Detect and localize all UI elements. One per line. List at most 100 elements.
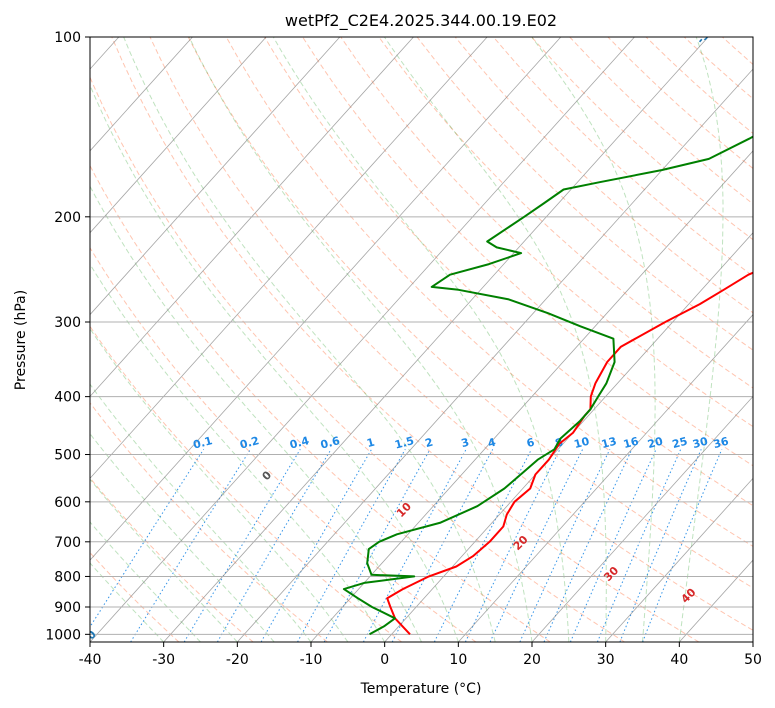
temperature-profile-line xyxy=(386,271,753,635)
moist-adiabat-line xyxy=(90,478,238,642)
moist-adiabat-line xyxy=(90,263,386,642)
dry-adiabat-line xyxy=(90,164,551,642)
mixing-ratio-line xyxy=(596,449,682,642)
dry-adiabat-line xyxy=(416,37,753,351)
dewpoint-profile-line xyxy=(342,135,753,636)
x-tick-label: 0 xyxy=(380,652,389,668)
isotherm-line xyxy=(531,395,753,642)
mixing-ratio-label: 2 xyxy=(424,436,435,451)
mixing-ratio-line xyxy=(362,449,467,642)
y-tick-label: 900 xyxy=(54,600,81,616)
y-tick-label: 700 xyxy=(54,535,81,551)
mixing-ratio-label: 6 xyxy=(525,436,536,451)
x-tick-label: -10 xyxy=(300,652,323,668)
dry-adiabat-line xyxy=(225,37,753,547)
x-tick-label: -40 xyxy=(79,652,102,668)
dry-adiabat-line xyxy=(111,37,700,642)
y-tick-label: 200 xyxy=(54,210,81,226)
moist-adiabat-label: 0 xyxy=(260,468,275,483)
moist-adiabat-line xyxy=(383,37,607,642)
isotherm-line xyxy=(90,37,562,561)
moist-adiabat-label: 40 xyxy=(679,585,699,605)
isotherm-line xyxy=(90,37,635,642)
mixing-ratio-line xyxy=(519,449,611,642)
mixing-ratio-label: 1 xyxy=(365,436,376,451)
axes: -40 -30 -20 -10 0 10 20 30 40 5010020030040050060… xyxy=(45,30,762,668)
mixing-ratio-label: 0.1 xyxy=(192,434,214,452)
moist-adiabat-label: 10 xyxy=(394,500,414,520)
moist-adiabat-label: 20 xyxy=(511,533,531,553)
y-tick-label: 600 xyxy=(54,495,81,511)
chart-title: wetPf2_C2E4.2025.344.00.19.E02 xyxy=(285,11,557,31)
dry-adiabat-line xyxy=(90,246,477,642)
mixing-ratio-line xyxy=(619,449,702,642)
mixing-ratio-line xyxy=(297,449,406,642)
isotherm-label: -30 xyxy=(694,23,717,47)
dry-adiabat-line xyxy=(90,75,625,642)
mixing-ratio-label: 10 xyxy=(573,435,591,452)
mixing-ratio-label: 16 xyxy=(622,435,640,452)
x-tick-label: 30 xyxy=(597,652,615,668)
y-tick-label: 400 xyxy=(54,390,81,406)
plot-frame xyxy=(89,36,754,643)
dry-adiabat-line xyxy=(454,37,753,314)
y-tick-label: 300 xyxy=(54,315,81,331)
x-tick-label: -20 xyxy=(226,652,249,668)
moist-adiabat-line xyxy=(531,37,656,642)
dry-adiabat-line xyxy=(645,37,753,135)
moist-adiabat-label: 30 xyxy=(601,564,621,584)
mixing-ratio-line xyxy=(260,449,373,642)
moist-adiabat-line xyxy=(90,383,312,642)
isotherm-label: -40 xyxy=(76,628,99,652)
moist-adiabat-line xyxy=(188,37,533,642)
isotherm-line xyxy=(90,37,414,398)
isotherm-line xyxy=(90,37,267,234)
y-tick-label: 100 xyxy=(54,30,81,46)
moist-adiabat-line xyxy=(90,84,459,642)
dry-adiabat-line xyxy=(264,37,753,507)
mixing-ratio-line xyxy=(642,449,723,642)
mixing-ratio-label: 25 xyxy=(671,435,689,452)
dry-adiabat-line xyxy=(90,477,254,642)
moist-adiabat-line xyxy=(90,432,275,642)
mixing-ratio-label: 3 xyxy=(460,436,471,451)
mixing-ratio-label: 0.6 xyxy=(319,434,342,452)
mixing-ratio-label: 1.5 xyxy=(393,434,415,452)
x-tick-label: 10 xyxy=(449,652,467,668)
mixing-ratio-line xyxy=(489,449,584,642)
mixing-ratio-label: 0.4 xyxy=(288,434,311,452)
isotherm-label: -20 xyxy=(768,23,775,47)
isotherm-line xyxy=(90,37,341,316)
dry-adiabat-line xyxy=(90,325,403,642)
mixing-ratio-line xyxy=(90,449,205,628)
isotherm-line xyxy=(90,37,193,152)
mixing-ratio-line xyxy=(183,449,301,642)
dry-adiabat-line xyxy=(569,37,753,205)
x-tick-label: 20 xyxy=(523,652,541,668)
isotherm-line xyxy=(310,150,753,642)
mixing-ratio-label: 4 xyxy=(486,436,497,451)
moist-adiabat-line xyxy=(272,37,570,642)
mixing-ratio-label: 0.2 xyxy=(238,434,260,452)
dry-adiabat-line xyxy=(187,37,753,589)
dry-adiabat-line xyxy=(302,37,753,467)
mixing-ratio-line xyxy=(130,449,251,642)
plot-area: -100-90-80-70-60-50-40-30-20-100.10.20.4… xyxy=(76,23,775,652)
mixing-ratio-line xyxy=(216,449,332,642)
isotherm-line xyxy=(237,68,753,642)
y-axis-title: Pressure (hPa) xyxy=(13,290,29,390)
y-tick-label: 500 xyxy=(54,448,81,464)
mixing-ratio-label: 13 xyxy=(600,435,618,452)
isotherm-line xyxy=(458,313,753,642)
mixing-ratio-line xyxy=(391,449,494,642)
x-tick-label: 50 xyxy=(744,652,762,668)
isotherm-line xyxy=(90,37,488,479)
moist-adiabat-line xyxy=(90,185,422,642)
dry-adiabat-line xyxy=(149,37,753,631)
moist-adiabat-line xyxy=(123,37,496,642)
y-tick-label: 800 xyxy=(54,569,81,585)
isotherm-line xyxy=(384,232,753,642)
dry-adiabat-line xyxy=(90,402,328,642)
isotherm-line xyxy=(752,641,753,642)
